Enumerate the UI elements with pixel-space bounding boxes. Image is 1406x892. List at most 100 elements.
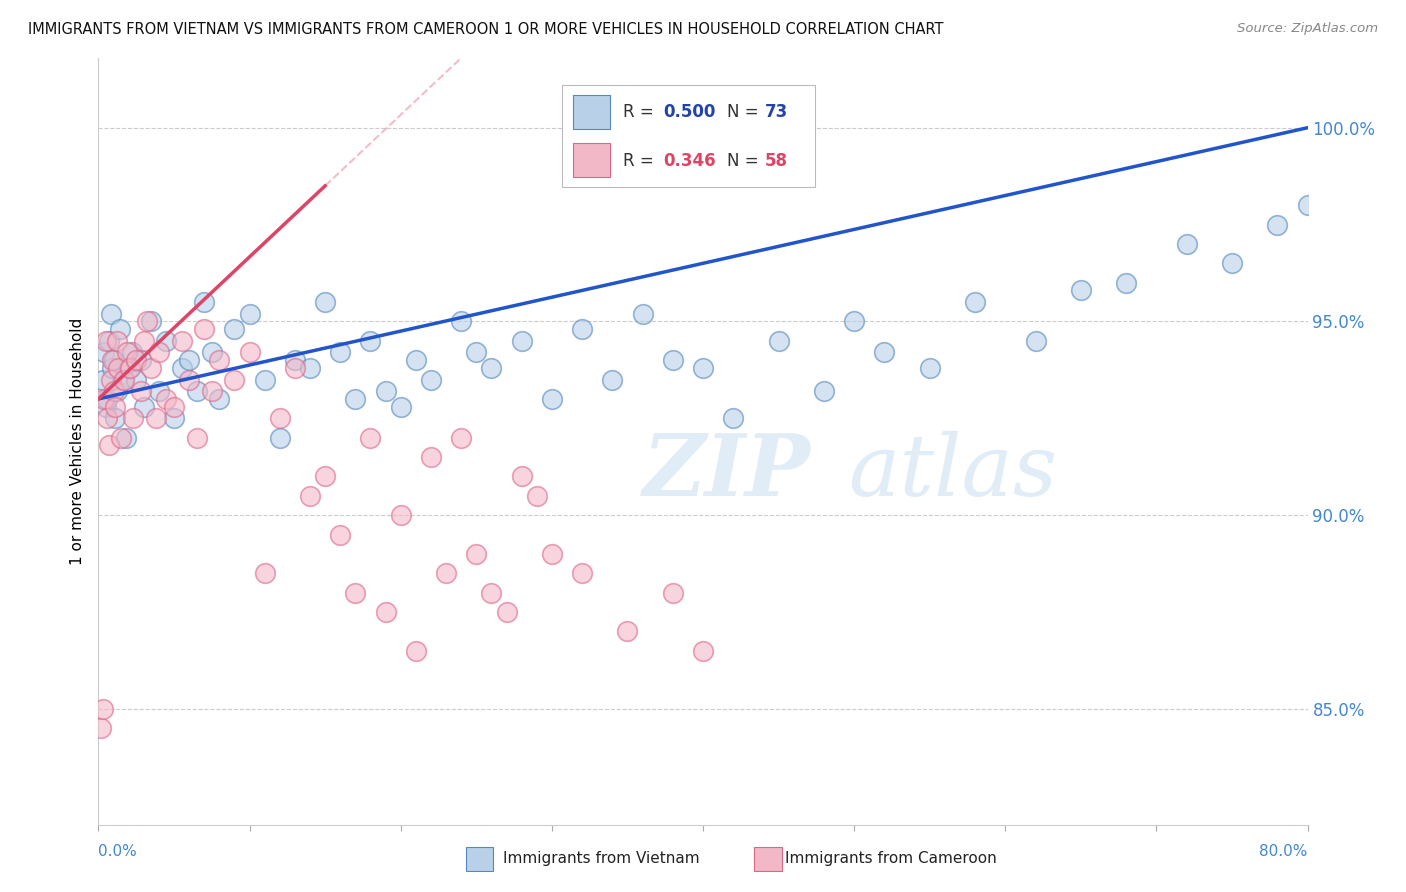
Point [201,384,224,399]
Point [121,345,143,359]
Point [495,605,517,619]
Text: 80.0%: 80.0% [1260,845,1308,860]
Point [91,373,114,387]
Text: 73: 73 [765,103,789,121]
Point [450,431,472,445]
Point [208,392,231,406]
Point [193,295,215,310]
Point [1175,236,1198,251]
Point [98,334,121,348]
Point [918,360,941,375]
Point [114,431,136,445]
Point [389,508,412,523]
Point [344,392,367,406]
Point [360,431,382,445]
Point [125,373,148,387]
FancyBboxPatch shape [572,95,610,128]
Point [108,322,131,336]
FancyBboxPatch shape [465,847,494,871]
Point [481,360,503,375]
Text: N =: N = [727,152,758,169]
Point [91,702,114,716]
Point [1070,284,1092,298]
Text: 58: 58 [765,152,787,169]
Point [148,345,170,359]
Point [155,334,177,348]
Point [571,566,593,581]
Point [692,360,714,375]
Point [465,345,488,359]
Point [253,373,276,387]
Point [873,345,896,359]
Point [1372,160,1395,174]
Point [723,411,745,425]
Point [94,400,117,414]
Point [186,384,208,399]
Point [1267,218,1289,232]
Point [1296,198,1319,212]
Point [208,353,231,368]
Point [224,322,246,336]
Point [571,322,593,336]
Point [314,295,336,310]
Point [112,373,135,387]
Point [163,400,186,414]
Point [132,400,155,414]
Point [602,373,624,387]
Point [93,345,115,359]
FancyBboxPatch shape [562,85,815,187]
Point [129,353,152,368]
Point [965,295,987,310]
Point [434,566,457,581]
Point [98,438,121,452]
Point [844,314,866,328]
Point [141,360,163,375]
Point [239,307,262,321]
Point [201,345,224,359]
Point [239,345,262,359]
Text: N =: N = [727,103,758,121]
Point [179,353,201,368]
Point [224,373,246,387]
Point [314,469,336,483]
Point [163,411,186,425]
Point [269,431,291,445]
Point [299,489,322,503]
Text: 0.500: 0.500 [664,103,716,121]
Point [111,373,134,387]
Point [110,431,132,445]
Y-axis label: 1 or more Vehicles in Household: 1 or more Vehicles in Household [70,318,86,566]
Point [360,334,382,348]
Point [813,384,835,399]
Point [540,392,562,406]
Point [105,334,128,348]
Point [269,411,291,425]
Point [104,400,127,414]
Point [103,353,125,368]
Point [100,373,122,387]
FancyBboxPatch shape [754,847,782,871]
Text: ZIP: ZIP [643,431,810,514]
Point [96,411,118,425]
Point [179,373,201,387]
Point [118,360,141,375]
Point [1327,178,1350,193]
Point [344,585,367,599]
Point [253,566,276,581]
Point [96,392,118,406]
Point [481,585,503,599]
Point [93,392,115,406]
Point [101,353,124,368]
Point [692,644,714,658]
Point [631,307,654,321]
Text: R =: R = [623,103,654,121]
Text: atlas: atlas [848,431,1057,514]
Point [100,307,122,321]
Point [526,489,548,503]
Point [141,314,163,328]
Point [186,431,208,445]
Text: R =: R = [623,152,654,169]
Point [103,384,125,399]
Point [170,360,193,375]
Point [299,360,322,375]
